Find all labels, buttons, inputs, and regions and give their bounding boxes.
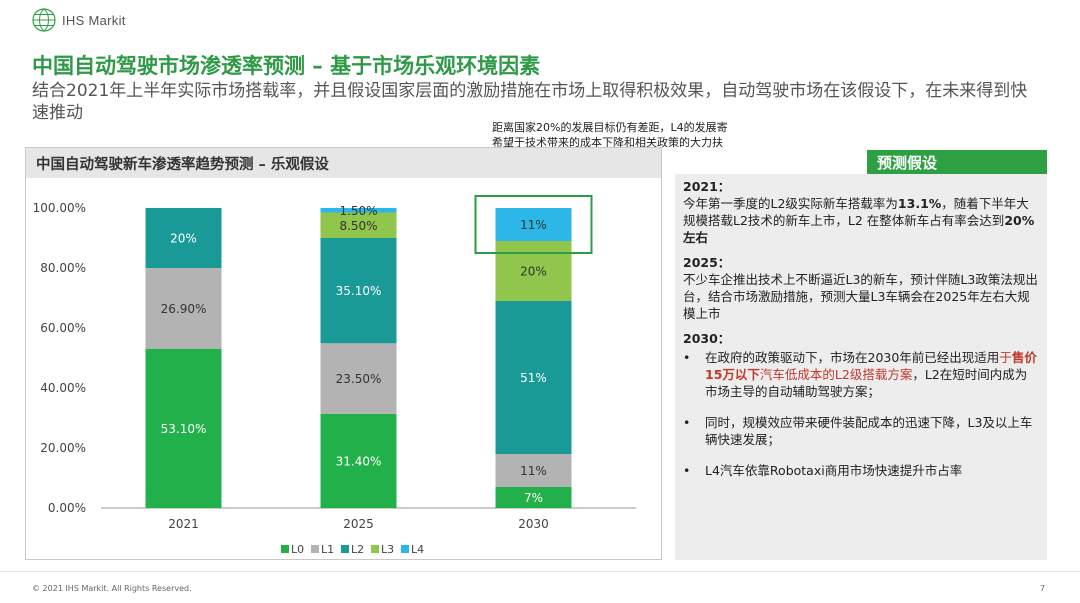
data-label: 1.50%: [339, 204, 377, 218]
x-tick-label: 2021: [168, 517, 199, 531]
data-label: 7%: [524, 491, 543, 505]
bar-segment-l3: [320, 212, 397, 238]
bullet-item: • L4汽车依靠Robotaxi商用市场快速提升市占率: [683, 463, 963, 478]
data-label: 53.10%: [161, 422, 207, 436]
year-2021-heading: 2021：: [683, 179, 731, 194]
year-2025-text: 不少车企推出技术上不断逼近L3的新车，预计伴随L3政策法规出台，结合市场激励措施…: [683, 272, 1038, 321]
page-title: 中国自动驾驶市场渗透率预测 – 基于市场乐观环境因素: [32, 54, 541, 78]
bullet-dot-icon: •: [683, 415, 691, 430]
bullet-dot-icon: •: [683, 463, 691, 478]
year-2030-heading: 2030：: [683, 331, 731, 346]
brand-logo: IHS Markit: [32, 8, 126, 32]
bar-segment-l0: [320, 413, 397, 508]
bar-segment-l2: [320, 238, 397, 344]
legend-swatch-l3: [371, 545, 379, 553]
y-tick-label: 40.00%: [40, 381, 86, 395]
legend-swatch-l0: [281, 545, 289, 553]
data-label: 23.50%: [336, 372, 382, 386]
legend-label: L3: [381, 543, 394, 556]
y-tick-label: 80.00%: [40, 261, 86, 275]
year-2025-heading: 2025：: [683, 255, 731, 270]
chart-panel: 中国自动驾驶新车渗透率趋势预测 – 乐观假设 0.00% 20.00% 40.00%…: [25, 147, 662, 560]
data-label: 31.40%: [336, 454, 382, 468]
legend-swatch-l1: [311, 545, 319, 553]
legend-label: L1: [321, 543, 334, 556]
bar-segment-l2: [495, 301, 572, 454]
chart-title: 中国自动驾驶新车渗透率趋势预测 – 乐观假设: [26, 148, 661, 178]
highlight-box: [474, 195, 593, 254]
bar-segment-l0: [495, 487, 572, 508]
y-tick-label: 100.00%: [33, 201, 86, 215]
y-tick-label: 20.00%: [40, 441, 86, 455]
bar-segment-l0: [145, 348, 222, 508]
assumptions-header: 预测假设: [867, 150, 1047, 174]
legend-swatch-l2: [341, 545, 349, 553]
data-label: 20%: [170, 232, 197, 246]
bar-segment-l2: [145, 208, 222, 268]
page-subtitle: 结合2021年上半年实际市场搭载率，并且假设国家层面的激励措施在市场上取得积极效…: [32, 81, 1028, 123]
x-tick-label: 2025: [343, 517, 374, 531]
legend-label: L2: [351, 543, 364, 556]
bullet-item: • 同时，规模效应带来硬件装配成本的迅速下降，L3及以上车辆快速发展；: [683, 415, 1033, 447]
data-label: 11%: [520, 218, 547, 232]
bar-segment-l1: [145, 268, 222, 349]
y-tick-label: 60.00%: [40, 321, 86, 335]
bar-segment-l1: [320, 343, 397, 414]
footer-divider: [0, 571, 1080, 572]
data-label: 51%: [520, 371, 547, 385]
y-tick-label: 0.00%: [48, 501, 86, 515]
bullet-dot-icon: •: [683, 350, 691, 365]
bar-segment-l1: [495, 454, 572, 487]
assumptions-panel: 2021： 今年第一季度的L2级实际新车搭载率为13.1%，随着下半年大规模搭载…: [675, 174, 1047, 560]
stacked-bar-chart: 0.00% 20.00% 40.00% 60.00% 80.00% 100.00% 53.1…: [33, 195, 636, 556]
bar-segment-l3: [495, 241, 572, 301]
data-label: 35.10%: [336, 284, 382, 298]
legend-label: L0: [291, 543, 304, 556]
x-tick-label: 2030: [518, 517, 549, 531]
logo-globe-icon: [32, 8, 56, 32]
legend-swatch-l4: [401, 545, 409, 553]
bullet-item: • 在政府的政策驱动下，市场在2030年前已经出现适用于售价15万以下汽车低成本…: [683, 350, 1037, 399]
page-number: 7: [1040, 584, 1046, 593]
data-label: 8.50%: [339, 219, 377, 233]
bar-segment-l4: [495, 208, 572, 241]
data-label: 11%: [520, 464, 547, 478]
data-label: 20%: [520, 265, 547, 279]
legend-label: L4: [411, 543, 424, 556]
data-label: 26.90%: [161, 302, 207, 316]
year-2021-text: 今年第一季度的L2级实际新车搭载率为13.1%，随着下半年大规模搭载L2技术的新…: [683, 196, 1035, 245]
copyright-footer: © 2021 IHS Markit. All Rights Reserved.: [32, 584, 192, 593]
bar-segment-l4: [320, 208, 397, 213]
callout-note: 距离国家20%的发展目标仍有差距，L4的发展寄希望于技术带来的成本下降和相关政策…: [492, 121, 728, 164]
logo-text: IHS Markit: [62, 12, 126, 28]
